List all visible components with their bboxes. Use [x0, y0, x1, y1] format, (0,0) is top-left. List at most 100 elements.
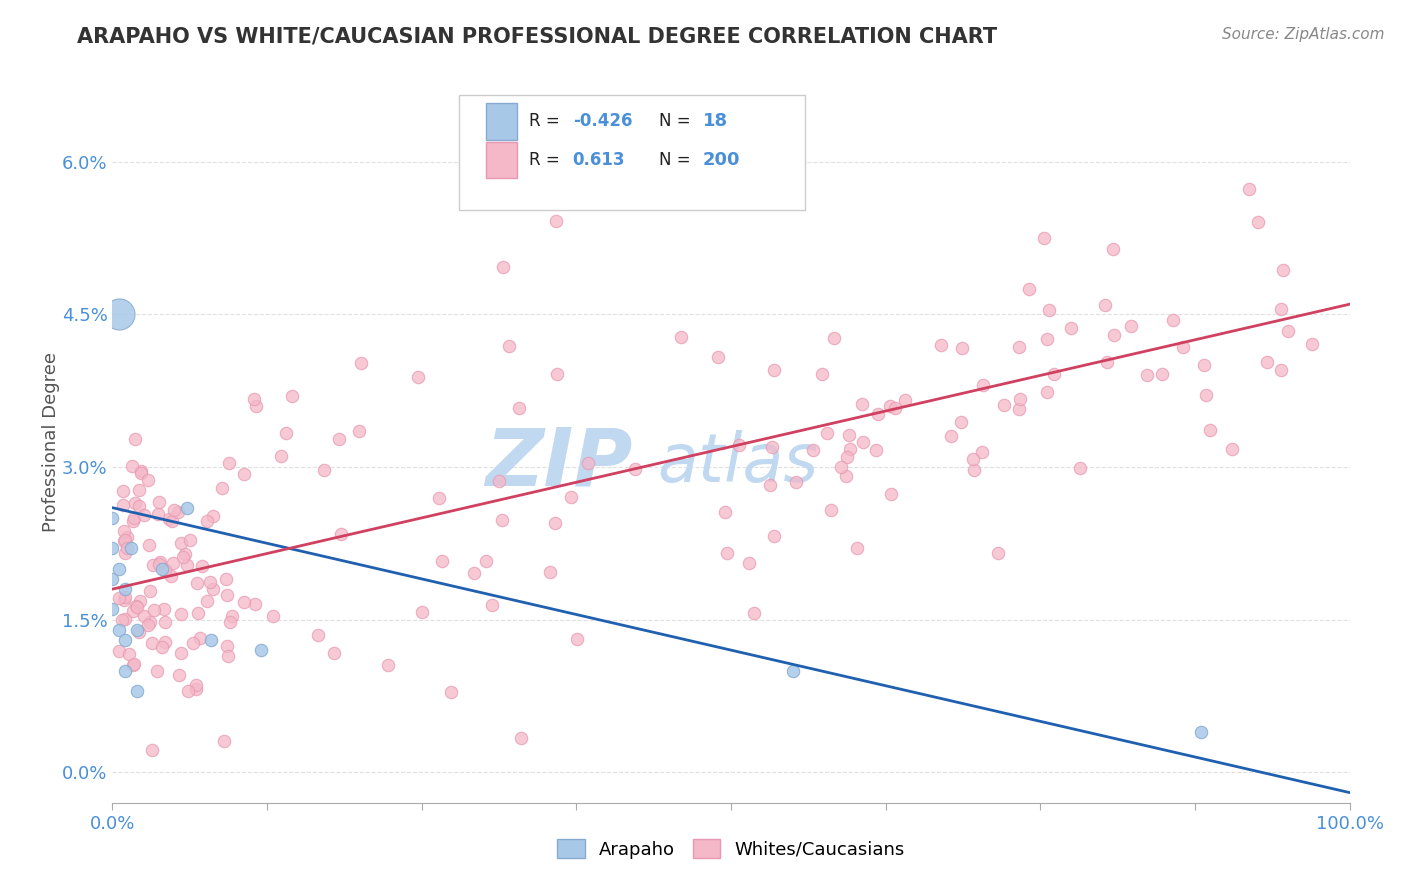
Point [312, 462, 335, 476]
Point [728, 438, 751, 452]
Point [894, 392, 917, 407]
Point [170, 646, 193, 660]
Point [186, 576, 208, 591]
Point [1008, 402, 1031, 417]
Y-axis label: Professional Degree: Professional Degree [42, 351, 59, 532]
Point [160, 514, 183, 528]
Point [198, 574, 221, 589]
Point [1102, 242, 1125, 256]
Point [1094, 298, 1116, 312]
Point [823, 331, 845, 345]
Point [1060, 320, 1083, 334]
Point [1032, 231, 1054, 245]
Point [129, 594, 152, 608]
Point [138, 538, 160, 552]
Point [993, 398, 1015, 412]
Point [122, 514, 145, 528]
Point [148, 557, 170, 571]
Point [215, 588, 238, 602]
Point [243, 392, 266, 407]
Point [544, 516, 567, 530]
Point [122, 604, 145, 618]
Point [115, 541, 138, 556]
Point [1095, 354, 1118, 368]
Point [108, 644, 131, 658]
Text: 0.613: 0.613 [572, 151, 626, 169]
Point [153, 635, 176, 649]
Text: atlas: atlas [657, 430, 818, 496]
Point [1136, 368, 1159, 382]
Point [186, 678, 208, 692]
Point [970, 445, 993, 459]
Point [716, 546, 738, 560]
Point [129, 464, 152, 478]
FancyBboxPatch shape [458, 95, 806, 211]
Point [127, 623, 149, 637]
Point [120, 541, 142, 556]
Point [546, 213, 568, 227]
Point [111, 613, 134, 627]
Point [149, 555, 172, 569]
Point [188, 631, 211, 645]
Point [707, 350, 730, 364]
Point [508, 401, 530, 415]
Point [114, 524, 136, 538]
Point [211, 481, 233, 495]
Point [111, 499, 134, 513]
Point [139, 583, 162, 598]
Point [167, 668, 190, 682]
Point [162, 556, 184, 570]
Point [962, 452, 984, 467]
Point [742, 607, 765, 621]
Point [187, 607, 209, 621]
Point [245, 598, 267, 612]
Point [111, 484, 134, 499]
Point [132, 608, 155, 623]
Point [155, 564, 177, 578]
Point [759, 478, 782, 492]
Point [107, 623, 129, 637]
Point [952, 341, 974, 355]
Point [738, 556, 761, 570]
Point [427, 491, 450, 505]
Point [1192, 358, 1215, 372]
Point [221, 608, 243, 623]
Point [884, 401, 907, 415]
Point [830, 460, 852, 475]
Point [195, 593, 218, 607]
Point [623, 462, 645, 476]
Point [845, 541, 868, 555]
Point [1069, 461, 1091, 475]
Point [1038, 302, 1060, 317]
Point [250, 643, 273, 657]
Point [128, 625, 150, 640]
Point [1035, 332, 1057, 346]
Point [1220, 442, 1243, 456]
Point [112, 592, 135, 607]
Point [172, 549, 194, 564]
Point [440, 684, 463, 698]
Point [851, 434, 873, 449]
Point [481, 599, 503, 613]
Point [170, 607, 193, 622]
Point [150, 562, 173, 576]
Point [176, 500, 198, 515]
Point [170, 535, 193, 549]
Point [233, 595, 256, 609]
Point [122, 657, 145, 671]
Point [118, 647, 141, 661]
Point [1152, 368, 1174, 382]
Point [498, 339, 520, 353]
Point [276, 426, 298, 441]
Point [114, 590, 136, 604]
Point [163, 502, 186, 516]
Point [350, 356, 373, 370]
Point [127, 684, 149, 698]
Point [112, 534, 135, 549]
Point [939, 428, 962, 442]
Point [148, 495, 170, 509]
Point [1043, 367, 1066, 381]
Text: N =: N = [659, 151, 696, 169]
Point [117, 530, 139, 544]
Text: ZIP: ZIP [485, 425, 633, 502]
